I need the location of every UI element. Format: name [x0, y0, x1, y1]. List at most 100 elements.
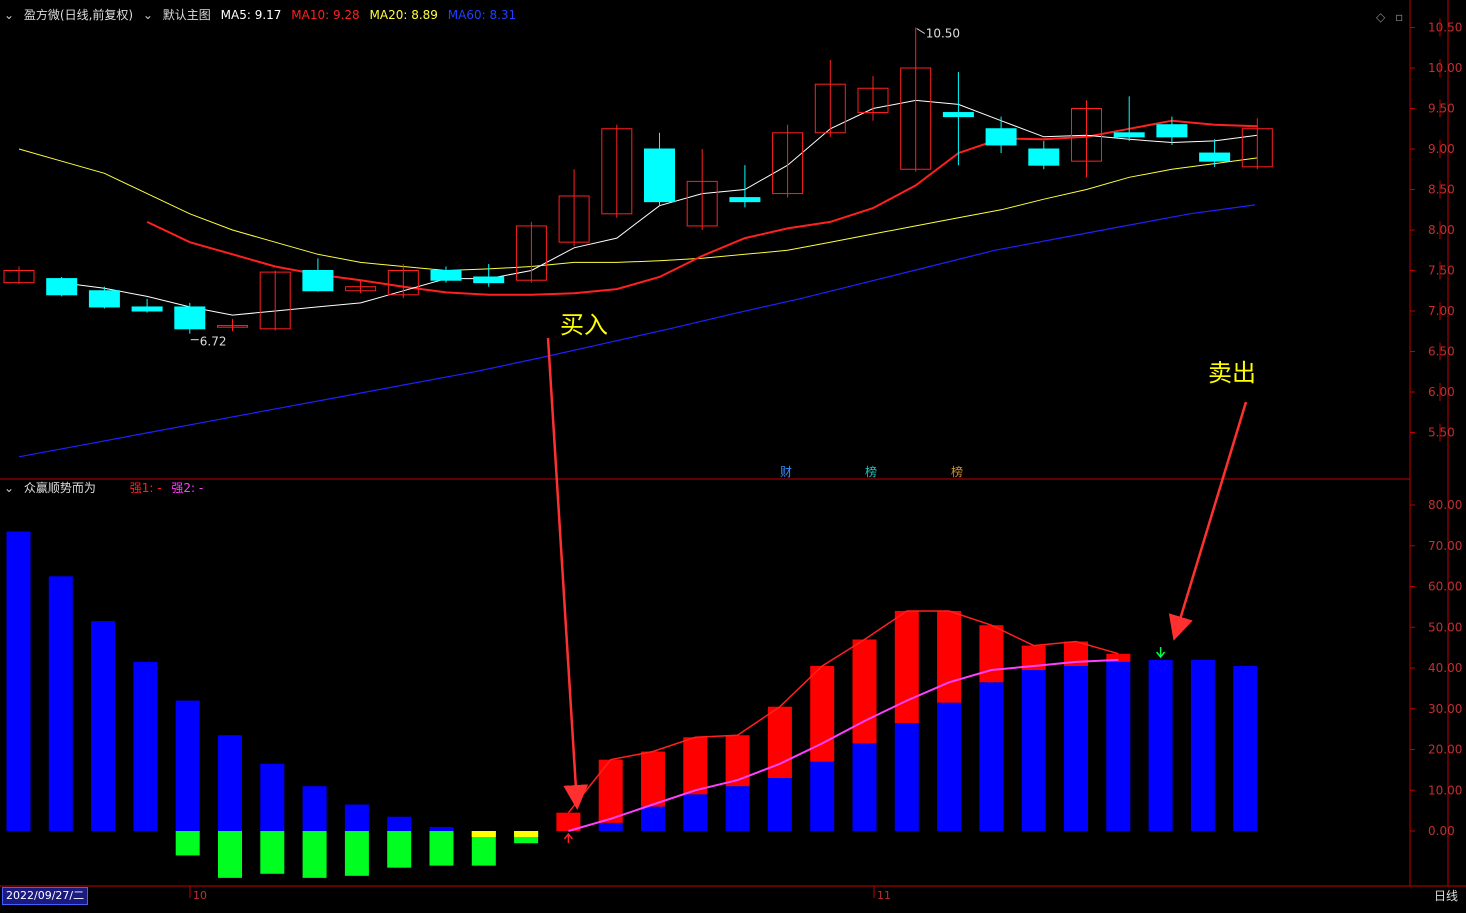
high-pointer [916, 28, 925, 34]
blue-bar [1064, 665, 1088, 831]
blue-bar [218, 735, 242, 831]
buy-pointer-arrow [546, 337, 589, 810]
blue-bar [429, 826, 454, 831]
buy-signal-arrow [563, 832, 573, 843]
high-price-label: 10.50 [926, 27, 960, 41]
red-bar [641, 751, 665, 807]
candle-body [174, 306, 206, 330]
date-cursor-label: 2022/09/27/二 [2, 887, 89, 905]
ma5-line [61, 99, 1258, 316]
chevron-down-icon[interactable]: ⌄ [4, 8, 15, 22]
blue-bar [641, 806, 665, 831]
candle-body [985, 128, 1017, 146]
blue-bar [725, 786, 750, 831]
candle-body [217, 325, 248, 328]
candle-body [387, 270, 419, 296]
strength2-value: 强2: - [171, 481, 204, 495]
green-bar [218, 831, 242, 878]
candle-body [302, 270, 334, 292]
candle-body [345, 286, 377, 292]
blue-bar [1233, 665, 1258, 831]
price-tick-label: 10.50 [1428, 21, 1462, 35]
indicator-header: ⌄ 众赢顺势而为 强1: - 强2: - [4, 479, 209, 497]
ma20-line [18, 148, 1258, 272]
magenta-trend-line [568, 658, 1119, 832]
red-bar [1106, 653, 1131, 662]
green-bar [429, 831, 454, 866]
red-bar [937, 610, 962, 703]
red-bar [979, 625, 1004, 683]
indicator-name[interactable]: 众赢顺势而为 [23, 481, 96, 495]
price-tick-label: 8.50 [1428, 183, 1455, 197]
candle-body [558, 195, 590, 243]
strength1-value: 强1: - [129, 481, 162, 495]
stock-title: 盈方微(日线,前复权) [23, 8, 134, 22]
news-marker: 财 [780, 465, 792, 479]
blue-bar [1021, 670, 1046, 831]
red-trend-line [567, 610, 1119, 814]
chevron-down-icon[interactable]: ⌄ [4, 481, 15, 495]
template-name[interactable]: 默认主图 [162, 8, 211, 22]
red-bar [1021, 645, 1046, 671]
candle-body [729, 197, 761, 203]
candle-body [1241, 128, 1273, 168]
yellow-bar-cap [471, 831, 496, 837]
month-label: 11 [877, 889, 891, 902]
indicator-tick-label: 40.00 [1428, 661, 1462, 675]
indicator-tick-label: 20.00 [1428, 743, 1462, 757]
candle-body [772, 132, 804, 195]
square-icon[interactable]: ▫ [1395, 10, 1404, 24]
candle-body [644, 148, 675, 203]
blue-bar [1190, 659, 1215, 831]
blue-bar [6, 531, 31, 831]
price-tick-label: 7.00 [1428, 304, 1455, 318]
indicator-tick-label: 50.00 [1428, 620, 1462, 634]
green-bar [302, 831, 327, 878]
indicator-tick-label: 30.00 [1428, 702, 1462, 716]
red-bar [810, 665, 835, 762]
period-button[interactable]: 日线 [1433, 889, 1458, 903]
blue-bar [344, 804, 369, 831]
news-marker: 榜 [865, 464, 877, 479]
price-tick-label: 8.00 [1428, 223, 1455, 237]
blue-bar [91, 621, 116, 831]
ma60-line [18, 204, 1256, 458]
blue-bar [1148, 659, 1173, 831]
blue-bar [133, 661, 158, 831]
indicator-tick-label: 10.00 [1428, 783, 1462, 797]
candle-body [430, 270, 462, 281]
diamond-icon[interactable]: ◇ [1376, 10, 1386, 24]
candle-body [3, 270, 35, 284]
chevron-down-icon[interactable]: ⌄ [142, 8, 153, 22]
candle-body [601, 128, 633, 215]
blue-bar [683, 794, 708, 831]
green-bar [175, 831, 200, 856]
blue-bar [979, 682, 1004, 831]
price-tick-label: 9.00 [1428, 142, 1455, 156]
ma10-value: MA10: 9.28 [291, 8, 360, 22]
price-tick-label: 7.50 [1428, 264, 1455, 278]
indicator-tick-label: 0.00 [1428, 824, 1455, 838]
candle-body [1071, 108, 1102, 162]
red-bar [894, 610, 919, 724]
candle-body [1199, 152, 1231, 162]
red-bar [683, 737, 708, 795]
blue-bar [1106, 661, 1131, 831]
candle-body [473, 276, 505, 284]
ma60-value: MA60: 8.31 [447, 8, 517, 22]
blue-bar [767, 778, 792, 831]
candle-body [900, 67, 932, 170]
yellow-bar-cap [514, 831, 539, 837]
candle-body [686, 180, 718, 227]
sell-signal-arrow [1156, 647, 1166, 659]
red-bar [725, 735, 750, 787]
indicator-tick-label: 70.00 [1428, 539, 1462, 553]
low-price-label: 6.72 [200, 335, 227, 349]
green-bar [344, 831, 369, 876]
candle-body [131, 306, 163, 312]
price-tick-label: 9.50 [1428, 102, 1455, 116]
candle-body [814, 83, 846, 134]
blue-bar [175, 700, 200, 831]
